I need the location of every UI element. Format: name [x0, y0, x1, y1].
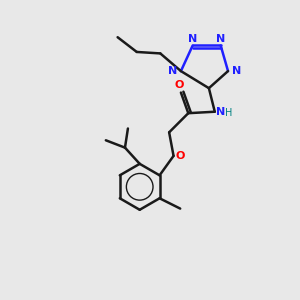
Text: N: N [216, 34, 225, 44]
Text: N: N [168, 66, 177, 76]
Text: O: O [175, 80, 184, 90]
Text: N: N [216, 107, 226, 117]
Text: N: N [188, 34, 197, 44]
Text: H: H [225, 108, 232, 118]
Text: O: O [176, 151, 185, 161]
Text: N: N [232, 66, 241, 76]
